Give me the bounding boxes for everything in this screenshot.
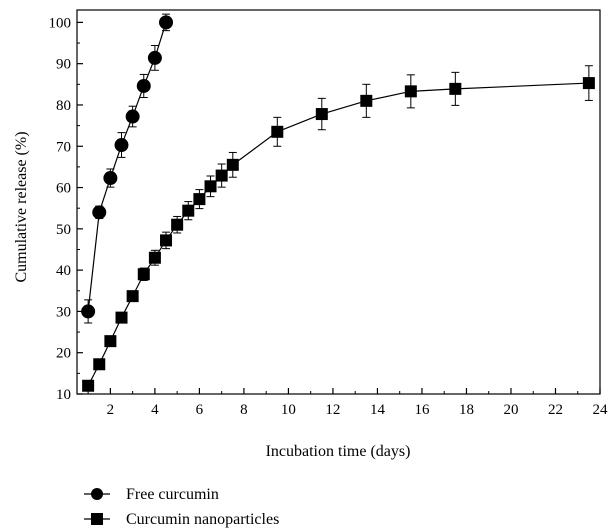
y-tick-label: 20 <box>56 346 71 362</box>
plot-border <box>76 9 601 395</box>
data-point-circle <box>125 109 140 124</box>
y-tick-label: 30 <box>56 304 71 320</box>
data-point-square <box>271 125 284 138</box>
data-point-square <box>104 335 117 348</box>
x-tick-label: 4 <box>151 402 159 418</box>
y-tick-label: 80 <box>56 98 71 114</box>
x-tick-label: 2 <box>107 402 115 418</box>
y-tick-label: 40 <box>56 263 71 279</box>
legend-marker-square <box>91 513 103 525</box>
series-free-curcumin <box>81 13 174 324</box>
data-point-circle <box>92 205 107 220</box>
x-axis-label: Incubation time (days) <box>266 443 411 460</box>
data-point-square <box>182 204 195 217</box>
x-axis: 2 4 6 8 10 12 14 16 18 20 22 24 <box>87 388 609 418</box>
series-line-free-curcumin <box>87 22 167 312</box>
data-point-square <box>204 180 217 193</box>
data-point-circle <box>147 50 162 65</box>
data-point-square <box>226 158 239 171</box>
data-point-square <box>360 94 373 107</box>
x-tick-label: 24 <box>593 402 609 418</box>
x-tick-label: 6 <box>196 402 204 418</box>
x-tick-label: 20 <box>503 402 518 418</box>
data-point-square <box>126 290 139 303</box>
data-point-square <box>93 358 106 371</box>
y-tick-label: 60 <box>56 181 71 197</box>
legend: Free curcumin Curcumin nanoparticles <box>84 486 279 528</box>
x-tick-label: 10 <box>281 402 296 418</box>
y-tick-label: 50 <box>56 222 71 238</box>
data-point-circle <box>103 171 118 186</box>
data-point-circle <box>159 15 174 30</box>
data-point-square <box>137 268 150 281</box>
data-point-square <box>160 234 173 247</box>
data-point-square <box>148 251 161 264</box>
y-axis: 10 20 30 40 50 60 70 80 90 100 <box>49 15 83 403</box>
data-point-square <box>193 193 206 206</box>
series-layer <box>81 13 595 392</box>
data-point-circle <box>114 138 129 153</box>
data-point-circle <box>81 304 96 319</box>
data-point-square <box>449 82 462 95</box>
legend-marker-circle <box>91 488 103 500</box>
legend-entry-curcumin-nanoparticles: Curcumin nanoparticles <box>84 511 279 528</box>
data-point-square <box>582 77 595 90</box>
data-point-square <box>82 379 95 392</box>
y-tick-label: 100 <box>49 15 72 31</box>
x-tick-label: 8 <box>240 402 248 418</box>
data-point-square <box>171 218 184 231</box>
legend-label-curcumin-nanoparticles: Curcumin nanoparticles <box>126 511 279 528</box>
x-tick-label: 18 <box>459 402 474 418</box>
data-point-square <box>315 108 328 121</box>
data-point-square <box>115 311 128 324</box>
legend-label-free-curcumin: Free curcumin <box>126 486 219 503</box>
x-tick-label: 16 <box>414 402 430 418</box>
x-tick-label: 12 <box>325 402 340 418</box>
data-point-square <box>215 169 228 182</box>
y-tick-label: 90 <box>56 57 71 73</box>
y-tick-label: 70 <box>56 139 71 155</box>
x-tick-label: 22 <box>548 402 563 418</box>
x-tick-label: 14 <box>370 402 386 418</box>
y-tick-label: 10 <box>56 387 71 403</box>
series-curcumin-nanoparticles <box>82 65 595 392</box>
legend-entry-free-curcumin: Free curcumin <box>84 486 219 503</box>
data-point-square <box>404 85 417 98</box>
data-point-circle <box>136 78 151 93</box>
plot-frame <box>76 9 601 395</box>
y-axis-label: Cumulative release (%) <box>13 131 30 282</box>
